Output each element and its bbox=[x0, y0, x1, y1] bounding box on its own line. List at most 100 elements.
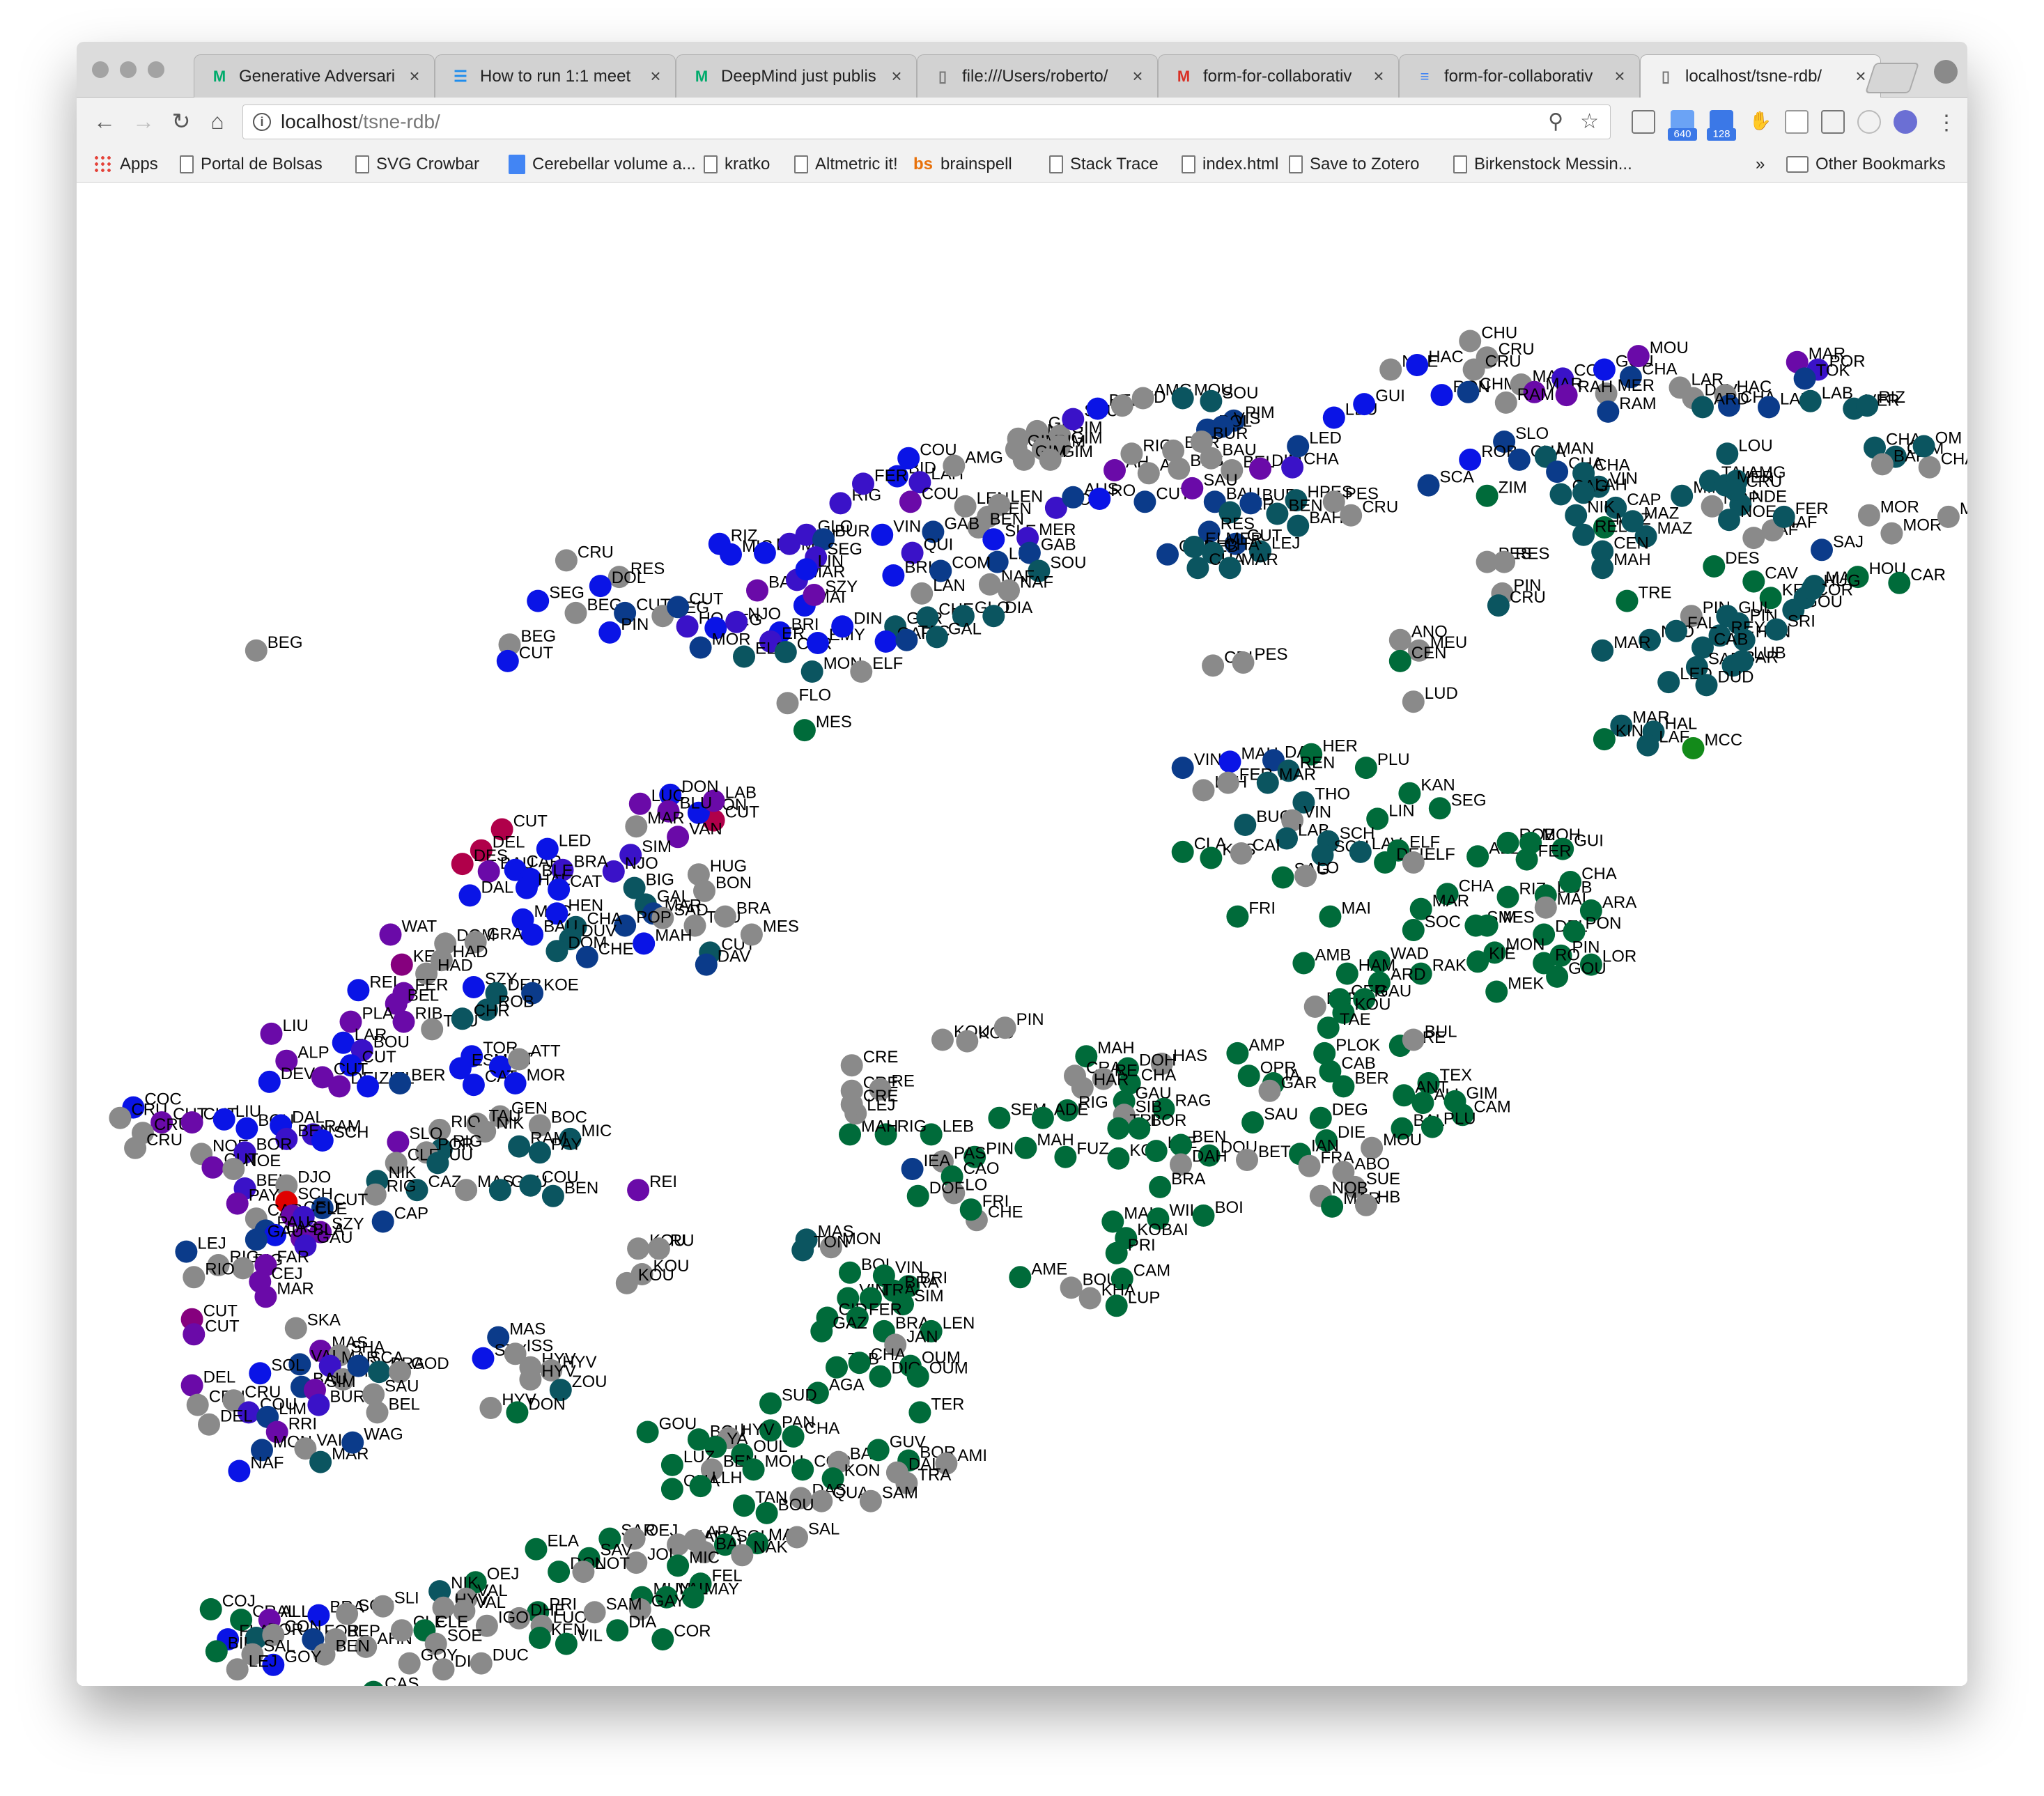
scatter-point[interactable] bbox=[1054, 1145, 1077, 1168]
scatter-point[interactable] bbox=[551, 858, 574, 881]
scatter-point[interactable] bbox=[262, 1653, 285, 1676]
scatter-point[interactable] bbox=[1801, 578, 1824, 601]
scatter-point[interactable] bbox=[1181, 477, 1204, 500]
scatter-point[interactable] bbox=[1856, 394, 1879, 417]
tab-6[interactable]: ≡ form-for-collaborativ × bbox=[1399, 54, 1640, 98]
scatter-point[interactable] bbox=[1192, 779, 1215, 802]
scatter-point[interactable] bbox=[264, 1223, 286, 1246]
scatter-point[interactable] bbox=[778, 532, 801, 555]
scatter-point[interactable] bbox=[1105, 1294, 1128, 1317]
scatter-point[interactable] bbox=[1120, 442, 1143, 465]
scatter-point[interactable] bbox=[1349, 840, 1372, 863]
scatter-point[interactable] bbox=[693, 1541, 715, 1563]
scatter-point[interactable] bbox=[1724, 479, 1747, 501]
scatter-point[interactable] bbox=[1298, 1154, 1321, 1177]
scatter-point[interactable] bbox=[183, 1266, 206, 1289]
scatter-point[interactable] bbox=[1417, 1072, 1440, 1094]
bookmark-item[interactable]: index.html bbox=[1182, 152, 1278, 177]
tab-2[interactable]: ☰ How to run 1:1 meet × bbox=[435, 54, 676, 98]
scatter-point[interactable] bbox=[1226, 905, 1249, 928]
hand-extension-icon[interactable]: ✋ bbox=[1749, 110, 1772, 131]
scatter-point[interactable] bbox=[1277, 759, 1300, 782]
scatter-point[interactable] bbox=[731, 1544, 754, 1567]
scatter-point[interactable] bbox=[733, 645, 755, 668]
scatter-point[interactable] bbox=[390, 953, 413, 976]
back-arrow-icon[interactable]: ← bbox=[93, 108, 116, 134]
scatter-point[interactable] bbox=[1281, 456, 1304, 479]
scatter-point[interactable] bbox=[307, 1604, 330, 1627]
scatter-point[interactable] bbox=[1457, 380, 1480, 403]
scatter-point[interactable] bbox=[284, 1317, 307, 1340]
scatter-point[interactable] bbox=[704, 617, 727, 640]
zoom-magnifier-icon[interactable]: ⚲ bbox=[1548, 110, 1564, 133]
scatter-point[interactable] bbox=[871, 523, 894, 546]
scatter-point[interactable] bbox=[1880, 522, 1903, 545]
scatter-point[interactable] bbox=[226, 1192, 249, 1215]
scatter-point[interactable] bbox=[1368, 971, 1391, 994]
scatter-point[interactable] bbox=[667, 826, 690, 849]
scatter-point[interactable] bbox=[795, 523, 818, 546]
scatter-point[interactable] bbox=[251, 1439, 273, 1462]
scatter-point[interactable] bbox=[475, 1614, 498, 1637]
scatter-point[interactable] bbox=[385, 1152, 408, 1175]
scatter-point[interactable] bbox=[488, 1055, 511, 1078]
scatter-point[interactable] bbox=[485, 982, 508, 1005]
scatter-point[interactable] bbox=[598, 1527, 621, 1550]
scatter-point[interactable] bbox=[309, 1450, 332, 1473]
scatter-point[interactable] bbox=[1361, 1136, 1384, 1159]
scatter-point[interactable] bbox=[1044, 496, 1067, 519]
scatter-point[interactable] bbox=[1420, 1115, 1443, 1138]
scatter-point[interactable] bbox=[1671, 484, 1694, 507]
scatter-point[interactable] bbox=[615, 1271, 638, 1294]
scatter-point[interactable] bbox=[1665, 619, 1687, 642]
scatter-point[interactable] bbox=[1742, 527, 1765, 550]
scatter-point[interactable] bbox=[1237, 1065, 1260, 1087]
scatter-point[interactable] bbox=[952, 605, 975, 628]
scatter-point[interactable] bbox=[940, 1165, 963, 1188]
scatter-point[interactable] bbox=[555, 549, 578, 572]
scatter-point[interactable] bbox=[559, 1127, 582, 1150]
scatter-point[interactable] bbox=[1319, 905, 1342, 928]
scatter-point[interactable] bbox=[837, 1287, 860, 1310]
scatter-point[interactable] bbox=[475, 998, 498, 1021]
scatter-point[interactable] bbox=[198, 1413, 220, 1436]
scatter-point[interactable] bbox=[455, 1179, 478, 1202]
scatter-point[interactable] bbox=[1292, 952, 1315, 975]
scatter-point[interactable] bbox=[180, 1374, 203, 1397]
scatter-point[interactable] bbox=[1171, 840, 1194, 863]
scatter-point[interactable] bbox=[424, 1632, 447, 1655]
scatter-point[interactable] bbox=[262, 1623, 285, 1646]
scatter-point[interactable] bbox=[470, 1652, 493, 1675]
scatter-point[interactable] bbox=[1374, 851, 1397, 874]
scatter-point[interactable] bbox=[831, 615, 854, 638]
scatter-point[interactable] bbox=[1572, 481, 1595, 504]
scatter-point[interactable] bbox=[336, 1602, 359, 1625]
scatter-point[interactable] bbox=[451, 1007, 474, 1030]
scatter-point[interactable] bbox=[753, 541, 776, 564]
scatter-point[interactable] bbox=[519, 1368, 542, 1391]
scatter-point[interactable] bbox=[839, 1261, 861, 1284]
scatter-point[interactable] bbox=[1168, 457, 1191, 480]
scatter-point[interactable] bbox=[1493, 550, 1516, 573]
scatter-point[interactable] bbox=[1559, 871, 1582, 893]
scatter-point[interactable] bbox=[874, 630, 897, 653]
scatter-point[interactable] bbox=[619, 844, 642, 867]
scatter-point[interactable] bbox=[1300, 743, 1323, 766]
scatter-point[interactable] bbox=[746, 579, 768, 602]
scatter-point[interactable] bbox=[859, 1287, 882, 1310]
scatter-point[interactable] bbox=[689, 636, 712, 659]
scatter-point[interactable] bbox=[1485, 980, 1508, 1003]
scatter-point[interactable] bbox=[309, 1221, 332, 1244]
scatter-point[interactable] bbox=[899, 490, 922, 513]
scatter-point[interactable] bbox=[1466, 950, 1489, 973]
scatter-point[interactable] bbox=[759, 1419, 782, 1442]
scatter-point[interactable] bbox=[869, 1365, 892, 1388]
scatter-point[interactable] bbox=[931, 1028, 954, 1051]
scatter-point[interactable] bbox=[901, 541, 924, 564]
scatter-point[interactable] bbox=[689, 1475, 712, 1498]
scatter-point[interactable] bbox=[357, 1075, 379, 1098]
scatter-point[interactable] bbox=[1317, 1016, 1340, 1039]
scatter-point[interactable] bbox=[1572, 462, 1595, 485]
scatter-point[interactable] bbox=[647, 1237, 670, 1260]
scatter-point[interactable] bbox=[906, 1184, 929, 1207]
